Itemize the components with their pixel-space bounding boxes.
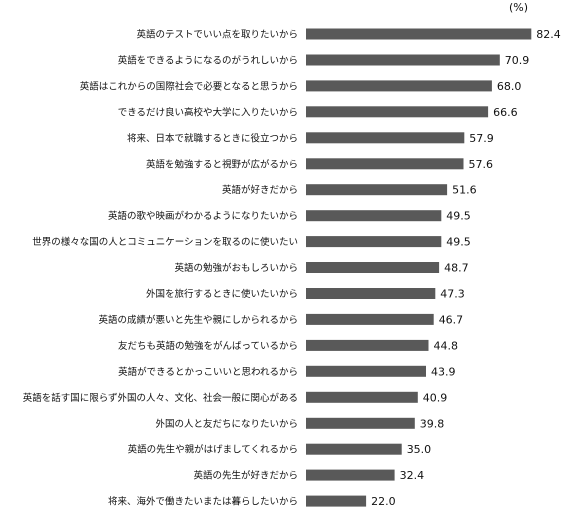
- category-label: 英語のテストでいい点を取りたいから: [136, 29, 298, 41]
- bar: [306, 495, 367, 507]
- bar: [306, 28, 532, 40]
- category-label: 将来、海外で働きたいまたは暮らしたいから: [108, 496, 298, 508]
- category-label: 友だちも英語の勉強をがんばっているから: [118, 340, 298, 352]
- bar: [306, 313, 434, 325]
- value-labels-group: 82.4 70.9 68.0 66.6 57.9 57.6 51.6 49.5 49.5 48.7…: [371, 28, 561, 508]
- bar: [306, 339, 429, 351]
- bar: [306, 158, 464, 170]
- value-label: 70.9: [505, 54, 530, 67]
- bar: [306, 262, 440, 273]
- category-label: 外国の人と友だちになりたいから: [155, 418, 298, 430]
- bar: [306, 132, 465, 144]
- unit-label: (%): [509, 1, 528, 14]
- bar: [306, 288, 436, 299]
- value-label: 44.8: [434, 339, 459, 352]
- value-label: 46.7: [439, 313, 464, 326]
- value-label: 51.6: [452, 184, 477, 197]
- bar: [306, 184, 448, 196]
- category-label: 世界の様々な国の人とコミュニケーションを取るのに使いたい: [32, 236, 298, 248]
- value-label: 39.8: [420, 417, 445, 430]
- bar: [306, 469, 395, 481]
- category-label: 英語の成績が悪いと先生や親にしかられるから: [98, 314, 298, 326]
- category-label: 英語ができるとかっこいいと思われるから: [118, 366, 298, 378]
- value-label: 57.6: [469, 158, 494, 171]
- category-label: 英語を勉強すると視野が広がるから: [146, 158, 298, 170]
- value-label: 35.0: [407, 443, 432, 456]
- value-label: 57.9: [469, 132, 494, 145]
- value-label: 40.9: [423, 391, 448, 404]
- bar: [306, 391, 418, 403]
- value-label: 22.0: [371, 495, 396, 508]
- category-label: 将来、日本で就職するときに役立つから: [127, 132, 298, 144]
- bars-group: [306, 28, 532, 507]
- value-label: 32.4: [400, 469, 425, 482]
- value-label: 66.6: [493, 106, 517, 119]
- category-label: 英語が好きだから: [222, 184, 298, 196]
- value-label: 49.5: [446, 210, 471, 223]
- value-label: 49.5: [446, 236, 471, 249]
- bar: [306, 54, 500, 66]
- category-label: 英語を話す国に限らず外国の人々、文化、社会一般に関心がある: [23, 392, 298, 404]
- bar: [306, 443, 402, 455]
- value-label: 48.7: [444, 262, 469, 275]
- category-label: 英語をできるようになるのがうれしいから: [118, 55, 298, 67]
- bar: [306, 236, 442, 248]
- value-label: 68.0: [497, 80, 522, 93]
- category-label: 外国を旅行するときに使いたいから: [146, 288, 298, 300]
- category-label: 英語の先生が好きだから: [193, 470, 298, 482]
- category-label: 英語の先生や親がはげましてくれるから: [128, 444, 298, 456]
- bar: [306, 210, 442, 222]
- value-label: 43.9: [431, 365, 456, 378]
- category-label: 英語の歌や映画がわかるようになりたいから: [108, 210, 298, 222]
- category-label: 英語の勉強がおもしろいから: [174, 262, 298, 274]
- bar: [306, 80, 492, 92]
- category-label: 英語はこれからの国際社会で必要となると思うから: [80, 80, 298, 92]
- category-labels-group: 英語のテストでいい点を取りたいから英語をできるようになるのがうれしいから英語はこ…: [23, 29, 298, 508]
- value-label: 82.4: [536, 28, 561, 41]
- value-label: 47.3: [440, 288, 465, 301]
- category-label: できるだけ良い高校や大学に入りたいから: [118, 106, 298, 118]
- bar: [306, 417, 415, 429]
- bar: [306, 106, 489, 118]
- bar: [306, 365, 426, 377]
